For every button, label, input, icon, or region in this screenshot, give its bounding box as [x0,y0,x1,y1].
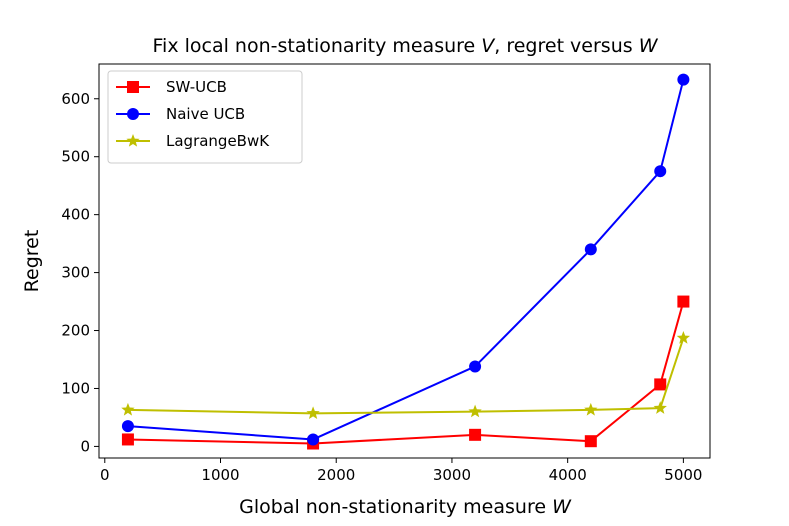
y-axis-label: Regret [21,230,43,293]
data-point-sw-ucb [469,428,482,441]
data-point-naive-ucb [469,360,482,373]
y-tick-label: 300 [61,264,90,282]
data-point-naive-ucb [584,243,597,256]
legend-marker [127,108,139,120]
x-tick-label: 4000 [549,466,587,484]
series-layer [121,73,691,450]
legend-item-lagrangebwk: LagrangeBwK [116,132,270,150]
legend-marker [126,134,140,147]
x-tick-label: 3000 [433,466,471,484]
y-tick-label: 400 [61,206,90,224]
legend-marker [127,81,139,93]
data-point-naive-ucb [654,165,667,178]
legend-item-sw-ucb: SW-UCB [116,78,227,96]
y-tick-label: 200 [61,322,90,340]
legend-label: SW-UCB [166,78,227,96]
data-point-sw-ucb [677,295,690,308]
legend: SW-UCB Naive UCB LagrangeBwK [107,70,303,164]
data-point-lagrangebwk [584,402,598,416]
data-point-lagrangebwk [653,401,667,414]
legend-label: Naive UCB [166,105,245,123]
x-axis-label: Global non-stationarity measure W [239,496,572,518]
data-point-sw-ucb [121,433,134,446]
data-point-lagrangebwk [306,406,320,420]
data-point-lagrangebwk [121,402,135,416]
x-tick-label: 1000 [201,466,239,484]
x-tick-label: 2000 [317,466,355,484]
data-point-lagrangebwk [468,404,482,418]
data-point-sw-ucb [584,435,597,448]
data-point-naive-ucb [121,420,134,433]
data-point-naive-ucb [307,433,320,446]
axes-frame [98,63,711,459]
series-naive-ucb [121,73,690,446]
y-tick-label: 500 [61,148,90,166]
legend-label: LagrangeBwK [166,132,270,150]
data-point-lagrangebwk [676,331,691,344]
x-tick-label: 5000 [664,466,702,484]
legend-box [107,70,303,164]
series-line-lagrangebwk [127,337,685,415]
series-line-sw-ucb [127,301,685,445]
series-lagrangebwk [121,331,691,420]
y-tick-label: 100 [61,379,90,397]
y-tick-label: 0 [80,437,90,455]
data-point-sw-ucb [654,378,667,391]
chart-title: Fix local non-stationarity measure V, re… [153,35,659,57]
x-tick-label: 0 [100,466,110,484]
legend-item-naive-ucb: Naive UCB [116,105,245,123]
axis-ticks: 0 1000 2000 3000 4000 5000 0 100 200 300 400 500 600 [61,90,702,484]
y-tick-label: 600 [61,90,90,108]
data-point-naive-ucb [677,73,690,86]
series-line-naive-ucb [127,79,685,441]
